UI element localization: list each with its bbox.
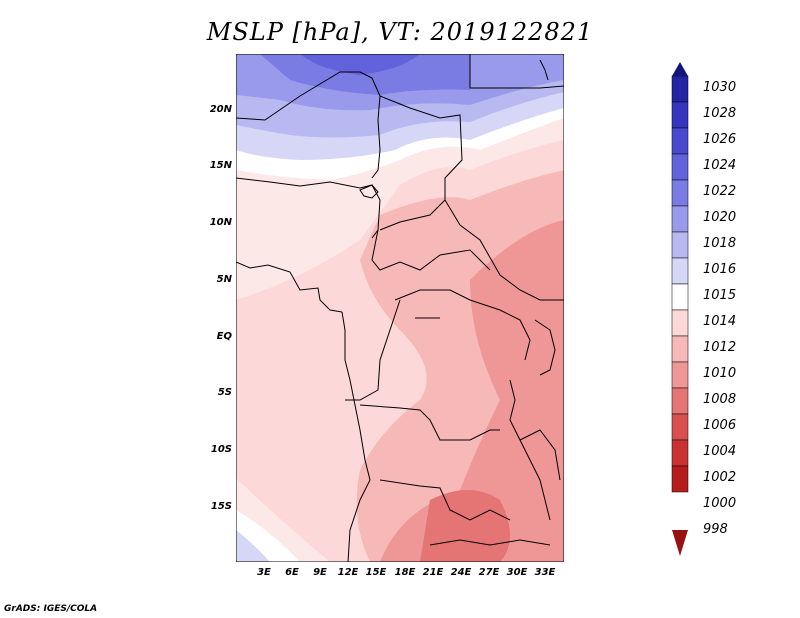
lon-label: 24E — [450, 567, 472, 578]
colorbar-bottom-arrow — [672, 530, 688, 556]
colorbar-swatch — [671, 465, 689, 493]
field-1016-south — [236, 530, 270, 562]
colorbar-label: 1018 — [703, 236, 737, 251]
colorbar-label: 1006 — [703, 418, 737, 433]
lat-label: 5S — [217, 387, 232, 398]
colorbar-swatch — [671, 387, 689, 415]
colorbar-swatch — [671, 309, 689, 337]
lon-label: 3E — [257, 567, 271, 578]
lat-label: 10N — [209, 217, 232, 228]
colorbar-swatch — [671, 205, 689, 233]
lat-label: EQ — [216, 331, 232, 342]
colorbar-label: 1012 — [703, 340, 737, 355]
lat-label: 5N — [216, 274, 232, 285]
lon-label: 33E — [534, 567, 556, 578]
lat-label: 15N — [209, 160, 232, 171]
colorbar-top-arrow — [672, 62, 688, 76]
lat-label: 20N — [209, 104, 232, 115]
colorbar-label: 1020 — [703, 210, 737, 225]
colorbar-swatch — [671, 153, 689, 181]
field-1008 — [380, 220, 564, 562]
lon-label: 18E — [394, 567, 416, 578]
colorbar-label: 1014 — [703, 314, 737, 329]
colorbar-swatch — [671, 439, 689, 467]
lat-label: 15S — [210, 501, 232, 512]
colorbar-label: 1010 — [703, 366, 737, 381]
colorbar-label: 1028 — [703, 106, 737, 121]
colorbar-swatch — [671, 75, 689, 103]
field-1024 — [300, 54, 420, 75]
lat-label: 10S — [210, 444, 232, 455]
lon-label: 12E — [337, 567, 359, 578]
colorbar-label: 998 — [703, 522, 728, 537]
pressure-field — [236, 54, 564, 562]
colorbar-label: 1008 — [703, 392, 737, 407]
colorbar-label: 1024 — [703, 158, 737, 173]
lon-label: 6E — [285, 567, 299, 578]
colorbar-swatch — [671, 101, 689, 129]
colorbar-swatch — [671, 361, 689, 389]
lon-label: 30E — [506, 567, 528, 578]
lon-label: 15E — [365, 567, 387, 578]
colorbar-swatch — [671, 335, 689, 363]
country-borders — [236, 54, 564, 562]
lon-label: 9E — [313, 567, 327, 578]
lon-label: 27E — [478, 567, 500, 578]
colorbar-swatch — [671, 283, 689, 311]
colorbar-swatch — [671, 413, 689, 441]
colorbar-label: 1022 — [703, 184, 737, 199]
lon-label: 21E — [422, 567, 444, 578]
colorbar-label: 1030 — [703, 80, 737, 95]
colorbar-label: 1002 — [703, 470, 737, 485]
colorbar-swatch — [671, 257, 689, 285]
grads-credit: GrADS: IGES/COLA — [4, 604, 98, 614]
colorbar-swatch — [671, 231, 689, 259]
colorbar-label: 1004 — [703, 444, 737, 459]
colorbar-swatch — [671, 179, 689, 207]
colorbar-swatch — [671, 127, 689, 155]
field-1006 — [420, 490, 510, 562]
colorbar-label: 1015 — [703, 288, 737, 303]
colorbar-label: 1016 — [703, 262, 737, 277]
colorbar-label: 1026 — [703, 132, 737, 147]
map-title: MSLP [hPa], VT: 2019122821 — [206, 18, 594, 46]
colorbar-label: 1000 — [703, 496, 737, 511]
